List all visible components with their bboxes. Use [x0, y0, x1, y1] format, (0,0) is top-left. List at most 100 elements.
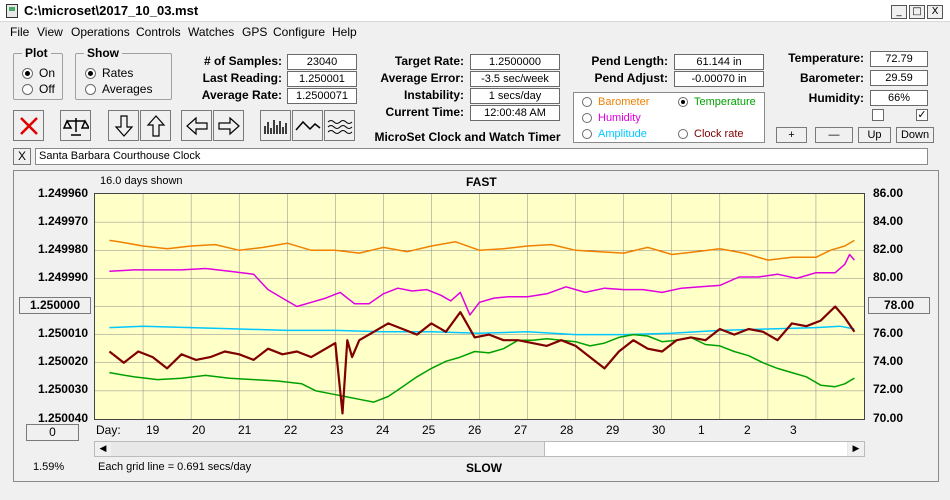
plot-option-barometer[interactable]: Barometer [582, 96, 649, 108]
menu-watches[interactable]: Watches [188, 25, 235, 39]
maximize-button[interactable]: □ [909, 5, 925, 19]
checkbox-1[interactable] [872, 109, 884, 121]
y-left-tick: 1.249980 [37, 242, 88, 256]
pend-length-value[interactable]: 61.144 in [674, 54, 764, 70]
x-tick: 30 [652, 423, 666, 437]
radio-unselected-icon [582, 129, 592, 139]
radio-selected-icon [85, 67, 96, 79]
instability-label: Instability: [403, 88, 464, 102]
arrow-right-icon [217, 116, 240, 135]
up-button[interactable] [140, 110, 171, 141]
bar-graph-icon [263, 119, 287, 134]
x-tick: 22 [284, 423, 298, 437]
plot-option-label: Clock rate [694, 128, 744, 140]
y-left-tick: 1.249960 [37, 186, 88, 200]
pend-length-label: Pend Length: [591, 54, 668, 68]
grid-note-label: Each grid line = 0.691 secs/day [98, 461, 252, 473]
plot-group-label: Plot [22, 46, 51, 60]
x-tick: 3 [790, 423, 797, 437]
window-title: C:\microset\2017_10_03.mst [24, 3, 199, 18]
series-line-amplitude [109, 325, 855, 336]
checkbox-2[interactable]: ✓ [916, 108, 928, 121]
plot-option-amplitude[interactable]: Amplitude [582, 128, 647, 140]
menu-gps[interactable]: GPS [242, 25, 268, 39]
wave-graph-button[interactable] [324, 110, 355, 141]
target-rate-value[interactable]: 1.2500000 [470, 54, 560, 70]
plot-on-radio[interactable]: On [22, 66, 55, 80]
down-button[interactable] [108, 110, 139, 141]
y-left-tick: 1.250010 [37, 326, 88, 340]
x-tick: 25 [422, 423, 436, 437]
menu-controls[interactable]: Controls [136, 25, 181, 39]
x-tick: 29 [606, 423, 620, 437]
balance-button[interactable] [60, 110, 91, 141]
x-tick: 21 [238, 423, 252, 437]
last-reading-label: Last Reading: [202, 71, 282, 85]
rate-chart [95, 194, 864, 419]
line-graph-button[interactable] [292, 110, 323, 141]
close-button[interactable]: X [927, 5, 943, 19]
radio-unselected-icon [678, 129, 688, 139]
x-tick: 26 [468, 423, 482, 437]
minus-button[interactable]: — [815, 127, 853, 143]
center-value-button[interactable]: 1.250000 [19, 297, 91, 314]
menu-configure[interactable]: Configure [273, 25, 326, 39]
offset-button[interactable]: 0 [26, 424, 79, 441]
radio-unselected-icon [22, 83, 33, 95]
plot-option-clock-rate[interactable]: Clock rate [678, 128, 744, 140]
num-samples-value: 23040 [287, 54, 357, 70]
show-rates-radio[interactable]: Rates [85, 66, 133, 80]
barometer-label: Barometer: [799, 71, 864, 85]
scroll-left-arrow-icon[interactable]: ◀ [95, 442, 111, 456]
menu-view[interactable]: View [37, 25, 63, 39]
radio-selected-icon [22, 67, 33, 79]
y-right-tick: 72.00 [873, 382, 904, 396]
app-icon[interactable] [6, 4, 18, 18]
scroll-left-button[interactable] [181, 110, 212, 141]
plus-button[interactable]: + [776, 127, 807, 143]
plot-off-label: Off [39, 82, 55, 96]
scroll-thumb[interactable] [544, 442, 847, 456]
up-scale-button[interactable]: Up [858, 127, 891, 143]
clear-button[interactable] [13, 110, 44, 141]
plot-off-radio[interactable]: Off [22, 82, 55, 96]
plot-option-label: Barometer [598, 96, 650, 108]
plot-option-label: Temperature [694, 96, 756, 108]
scroll-right-arrow-icon[interactable]: ▶ [848, 442, 864, 456]
title-bar: C:\microset\2017_10_03.mst _ □ X [0, 0, 950, 22]
chart-scrollbar[interactable]: ◀ ▶ [94, 441, 865, 457]
minimize-button[interactable]: _ [891, 5, 907, 19]
right-center-button[interactable]: 78.00 [868, 297, 930, 314]
fast-label: FAST [466, 175, 497, 189]
clear-name-button[interactable]: X [13, 148, 31, 165]
y-right-tick: 86.00 [873, 186, 904, 200]
plot-option-temperature[interactable]: Temperature [678, 96, 756, 108]
show-group-label: Show [84, 46, 122, 60]
current-time-value: 12:00:48 AM [470, 105, 560, 121]
clock-name-field[interactable]: Santa Barbara Courthouse Clock [35, 148, 928, 165]
menu-help[interactable]: Help [332, 25, 357, 39]
bar-graph-button[interactable] [260, 110, 291, 141]
series-line-barometer [109, 239, 855, 261]
radio-unselected-icon [582, 113, 592, 123]
show-averages-radio[interactable]: Averages [85, 82, 152, 96]
series-line-clock-rate [108, 305, 856, 415]
down-scale-button[interactable]: Down [896, 127, 934, 143]
scroll-right-button[interactable] [213, 110, 244, 141]
clear-icon [19, 116, 38, 135]
y-left-tick: 1.249990 [37, 270, 88, 284]
x-tick: 23 [330, 423, 344, 437]
x-tick: 1 [698, 423, 705, 437]
pend-adjust-label: Pend Adjust: [594, 71, 668, 85]
y-right-tick: 84.00 [873, 214, 904, 228]
series-line-temperature [109, 333, 855, 403]
menu-operations[interactable]: Operations [71, 25, 130, 39]
num-samples-label: # of Samples: [203, 54, 282, 68]
days-shown-label: 16.0 days shown [100, 175, 183, 187]
menu-file[interactable]: File [10, 25, 30, 39]
plot-option-humidity[interactable]: Humidity [582, 112, 641, 124]
arrow-left-icon [185, 116, 208, 135]
plot-on-label: On [39, 66, 56, 80]
x-tick: 2 [744, 423, 751, 437]
y-right-tick: 82.00 [873, 242, 904, 256]
